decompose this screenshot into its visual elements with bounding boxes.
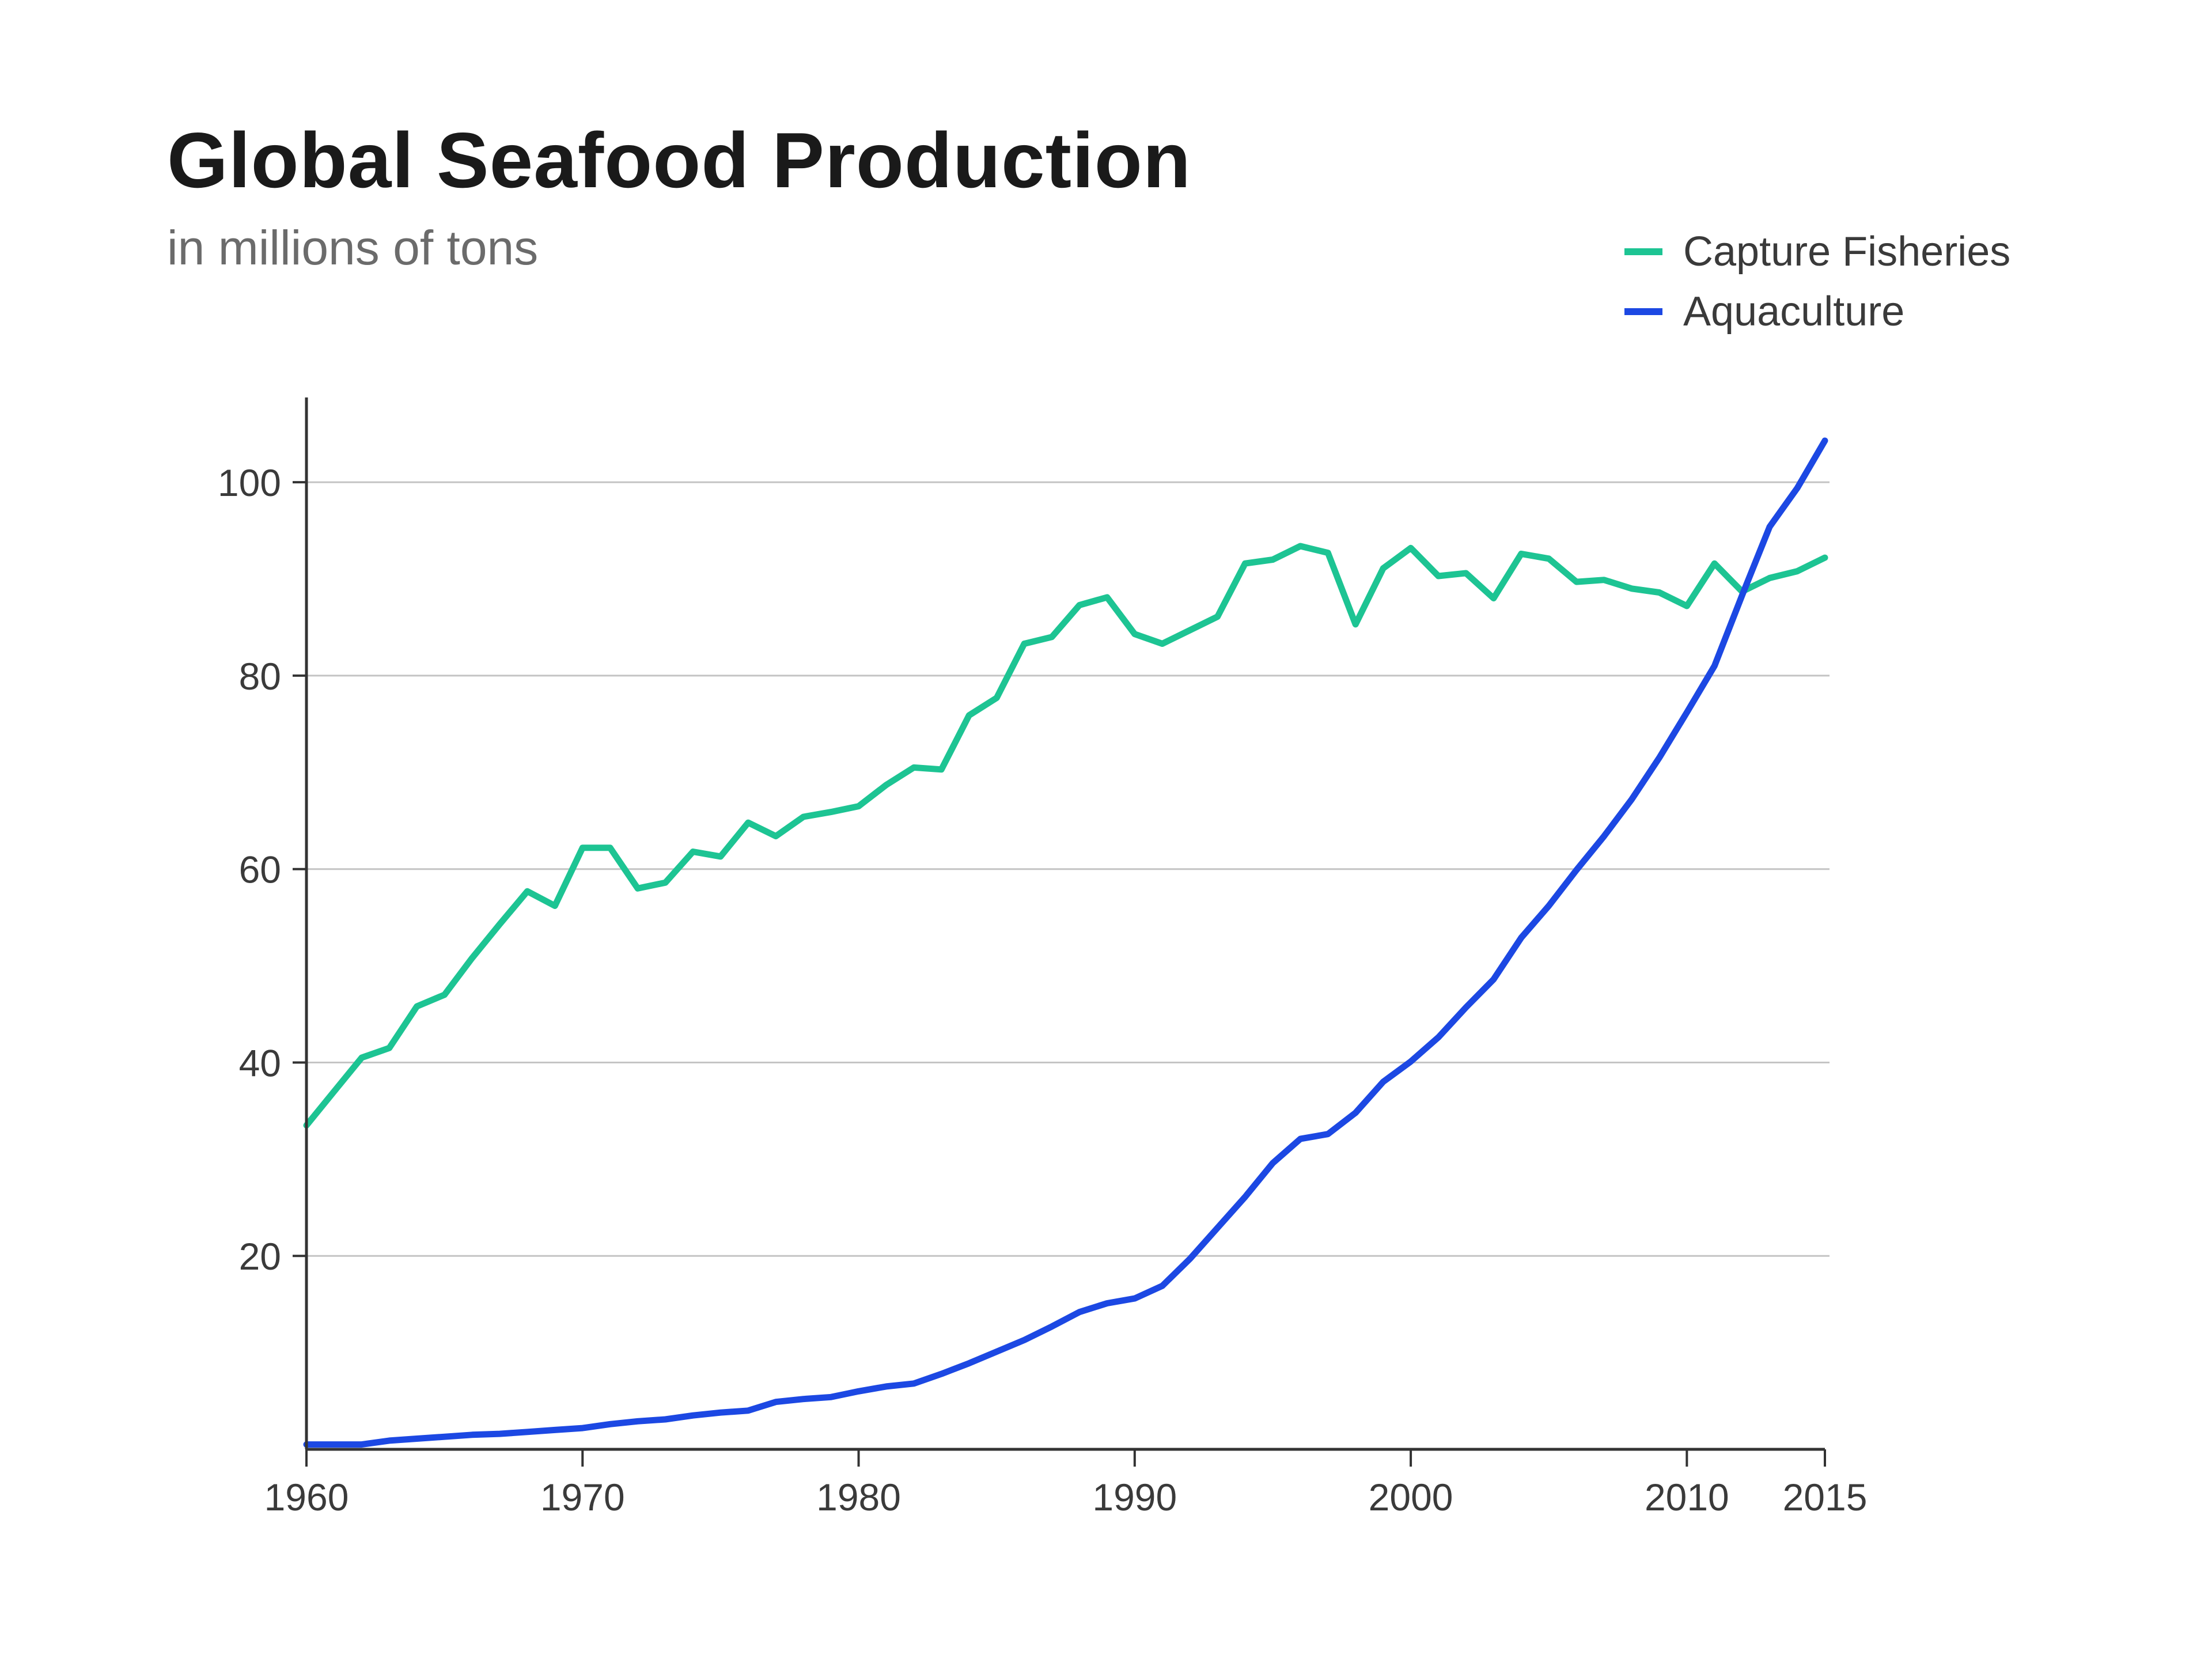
y-tick-label-100: 100 [218,461,281,504]
series-line-capture-fisheries [303,543,1828,1129]
legend-item-capture-fisheries: Capture Fisheries [1624,222,2010,282]
legend-swatch-capture-fisheries [1624,248,1662,255]
x-tick-label-1990: 1990 [1092,1476,1177,1518]
y-tick-label-80: 80 [239,655,281,698]
x-tick-label-1970: 1970 [540,1476,625,1518]
legend-item-aquaculture: Aquaculture [1624,282,2010,342]
x-tick-label-1960: 1960 [264,1476,349,1518]
series-line-aquaculture [303,437,1828,1448]
x-tick-label-1980: 1980 [816,1476,901,1518]
axes [293,397,1826,1467]
y-tick-label-20: 20 [239,1235,281,1278]
x-tick-label-2000: 2000 [1369,1476,1453,1518]
legend: Capture Fisheries Aquaculture [1624,222,2010,342]
legend-label-aquaculture: Aquaculture [1683,289,1905,335]
y-tick-label-60: 60 [239,849,281,891]
legend-label-capture-fisheries: Capture Fisheries [1683,229,2011,275]
x-tick-label-2010: 2010 [1645,1476,1729,1518]
tick-labels: 20 40 60 80 100 1960 1970 1980 1990 2000 2010 2015 [218,461,1868,1518]
chart-title: Global Seafood Production [167,116,1191,204]
gridlines [306,481,1830,1257]
chart-subtitle: in millions of tons [167,221,539,275]
legend-swatch-aquaculture [1624,308,1662,315]
y-tick-label-40: 40 [239,1041,281,1084]
series-lines [303,437,1828,1448]
x-tick-label-2015: 2015 [1783,1476,1868,1518]
